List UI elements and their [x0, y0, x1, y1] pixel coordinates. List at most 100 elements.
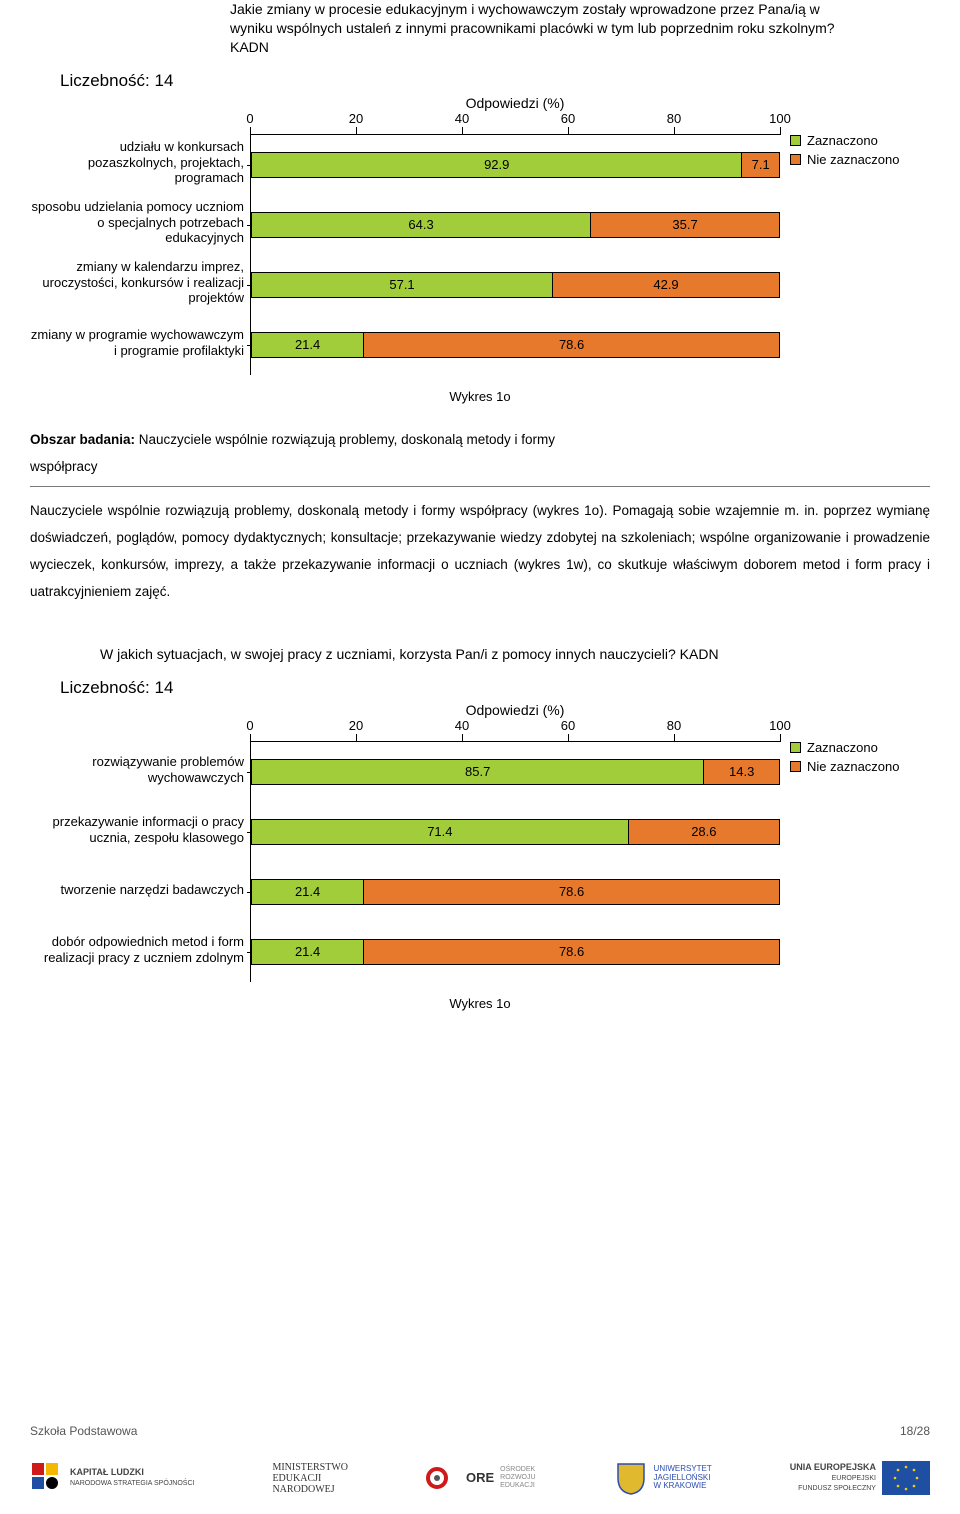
- swatch-orange: [790, 154, 801, 165]
- bar-row-tick: [247, 285, 251, 286]
- axis-tick-label: 80: [667, 111, 681, 126]
- axis-tick-label: 20: [349, 718, 363, 733]
- bar-row: 57.142.9: [251, 255, 780, 315]
- axis-tick-label: 40: [455, 111, 469, 126]
- chart1-categories: udziału w konkursach pozaszkolnych, proj…: [30, 95, 250, 373]
- chart2-count: Liczebność: 14: [60, 678, 930, 698]
- bar-row-tick: [247, 952, 251, 953]
- bar-segment-orange: 78.6: [364, 332, 780, 358]
- human-capital-icon: [30, 1461, 64, 1495]
- legend-green-label: Zaznaczono: [807, 740, 878, 755]
- page-footer-text: Szkoła Podstawowa 18/28: [30, 1424, 930, 1438]
- kl-text: KAPITAŁ LUDZKI: [70, 1467, 144, 1477]
- bar-row: 21.478.6: [251, 862, 780, 922]
- legend-green-label: Zaznaczono: [807, 133, 878, 148]
- legend-orange-label: Nie zaznaczono: [807, 152, 900, 167]
- logo-kapitalludzki: KAPITAŁ LUDZKI NARODOWA STRATEGIA SPÓJNOŚ…: [30, 1461, 194, 1495]
- swatch-orange: [790, 761, 801, 772]
- chart2-caption: Wykres 1o: [0, 996, 960, 1011]
- axis-tick-label: 0: [246, 718, 253, 733]
- bar-segment-orange: 78.6: [364, 879, 780, 905]
- chart1-axis-title: Odpowiedzi (%): [250, 95, 780, 111]
- legend-orange-label: Nie zaznaczono: [807, 759, 900, 774]
- section-heading-line: Obszar badania: Nauczyciele wspólnie roz…: [30, 426, 930, 453]
- axis-tick-label: 40: [455, 718, 469, 733]
- axis-tick-label: 60: [561, 718, 575, 733]
- eu-text: UNIA EUROPEJSKA: [790, 1462, 876, 1472]
- category-label: zmiany w kalendarzu imprez, uroczystości…: [30, 253, 250, 313]
- chart2-title: W jakich sytuacjach, w swojej pracy z uc…: [100, 645, 850, 664]
- category-label: sposobu udzielania pomocy uczniom o spec…: [30, 193, 250, 253]
- section-text2: współpracy: [30, 453, 930, 480]
- bar-row-tick: [247, 892, 251, 893]
- chart1-title: Jakie zmiany w procesie edukacyjnym i wy…: [230, 0, 850, 57]
- logo-ore: ORE OŚRODEK ROZWOJU EDUKACJI: [426, 1461, 536, 1495]
- chart1-bars: 92.97.1 64.335.7 57.142.9 21.478.6: [250, 135, 780, 375]
- axis-tick: [780, 734, 781, 742]
- chart1-legend: Zaznaczono Nie zaznaczono: [780, 95, 920, 171]
- uj-text: UNIWERSYTET JAGIELLOŃSKI W KRAKOWIE: [654, 1465, 712, 1491]
- axis-tick-label: 80: [667, 718, 681, 733]
- bar-row-tick: [247, 225, 251, 226]
- ore-text: ORE: [466, 1470, 494, 1485]
- logo-eu: UNIA EUROPEJSKA EUROPEJSKI FUNDUSZ SPOŁEC…: [790, 1461, 930, 1495]
- chart2-wrap: rozwiązywanie problemów wychowawczychprz…: [30, 702, 930, 982]
- bar-segment-green: 21.4: [251, 879, 364, 905]
- bar-segment-orange: 7.1: [742, 152, 780, 178]
- axis-tick: [462, 127, 463, 135]
- axis-tick: [780, 127, 781, 135]
- footer-left: Szkoła Podstawowa: [30, 1424, 137, 1438]
- bar-row: 21.478.6: [251, 922, 780, 982]
- chart2-axis: 020406080100: [250, 720, 780, 742]
- chart-2: W jakich sytuacjach, w swojej pracy z uc…: [30, 645, 930, 982]
- ore-icon: [426, 1461, 460, 1495]
- category-label: zmiany w programie wychowawczym i progra…: [30, 313, 250, 373]
- bar-row: 71.428.6: [251, 802, 780, 862]
- category-label: rozwiązywanie problemów wychowawczych: [30, 740, 250, 800]
- kl-sub: NARODOWA STRATEGIA SPÓJNOŚCI: [70, 1480, 194, 1487]
- swatch-green: [790, 742, 801, 753]
- axis-tick: [250, 734, 251, 742]
- bar-row-tick: [247, 165, 251, 166]
- chart1-count: Liczebność: 14: [60, 71, 930, 91]
- bar-segment-green: 64.3: [251, 212, 591, 238]
- axis-tick-label: 60: [561, 111, 575, 126]
- legend-item-orange: Nie zaznaczono: [790, 152, 920, 167]
- bar-row-tick: [247, 832, 251, 833]
- bar-segment-green: 85.7: [251, 759, 704, 785]
- bar-row-tick: [247, 345, 251, 346]
- legend-item-green: Zaznaczono: [790, 740, 920, 755]
- chart-1: Jakie zmiany w procesie edukacyjnym i wy…: [30, 0, 930, 375]
- body-text-block: Obszar badania: Nauczyciele wspólnie roz…: [30, 426, 930, 605]
- logo-strip: KAPITAŁ LUDZKI NARODOWA STRATEGIA SPÓJNOŚ…: [30, 1454, 930, 1502]
- bar-row-tick: [247, 772, 251, 773]
- chart1-wrap: udziału w konkursach pozaszkolnych, proj…: [30, 95, 930, 375]
- axis-tick-label: 0: [246, 111, 253, 126]
- bar-segment-orange: 28.6: [629, 819, 780, 845]
- category-label: dobór odpowiednich metod i form realizac…: [30, 920, 250, 980]
- category-label: przekazywanie informacji o pracy ucznia,…: [30, 800, 250, 860]
- chart2-bars: 85.714.371.428.621.478.621.478.6: [250, 742, 780, 982]
- legend-item-orange: Nie zaznaczono: [790, 759, 920, 774]
- logo-men: MINISTERSTWO EDUKACJI NARODOWEJ: [272, 1462, 348, 1495]
- bar-segment-orange: 35.7: [591, 212, 780, 238]
- section-label: Obszar badania:: [30, 432, 135, 447]
- ore-sub: OŚRODEK ROZWOJU EDUKACJI: [500, 1466, 535, 1489]
- logo-uj: UNIWERSYTET JAGIELLOŃSKI W KRAKOWIE: [614, 1461, 712, 1495]
- chart2-legend: Zaznaczono Nie zaznaczono: [780, 702, 920, 778]
- footer-right: 18/28: [900, 1424, 930, 1438]
- bar-segment-green: 92.9: [251, 152, 742, 178]
- uj-shield-icon: [614, 1461, 648, 1495]
- eu-sub: EUROPEJSKI FUNDUSZ SPOŁECZNY: [798, 1475, 876, 1492]
- axis-tick: [250, 127, 251, 135]
- bar-segment-orange: 14.3: [704, 759, 780, 785]
- axis-tick-label: 100: [769, 111, 791, 126]
- axis-tick: [568, 734, 569, 742]
- chart2-plot: Odpowiedzi (%) 020406080100 85.714.371.4…: [250, 702, 780, 982]
- axis-tick: [356, 734, 357, 742]
- axis-tick-label: 100: [769, 718, 791, 733]
- chart1-caption: Wykres 1o: [0, 389, 960, 404]
- bar-segment-green: 21.4: [251, 332, 364, 358]
- axis-tick: [462, 734, 463, 742]
- legend-item-green: Zaznaczono: [790, 133, 920, 148]
